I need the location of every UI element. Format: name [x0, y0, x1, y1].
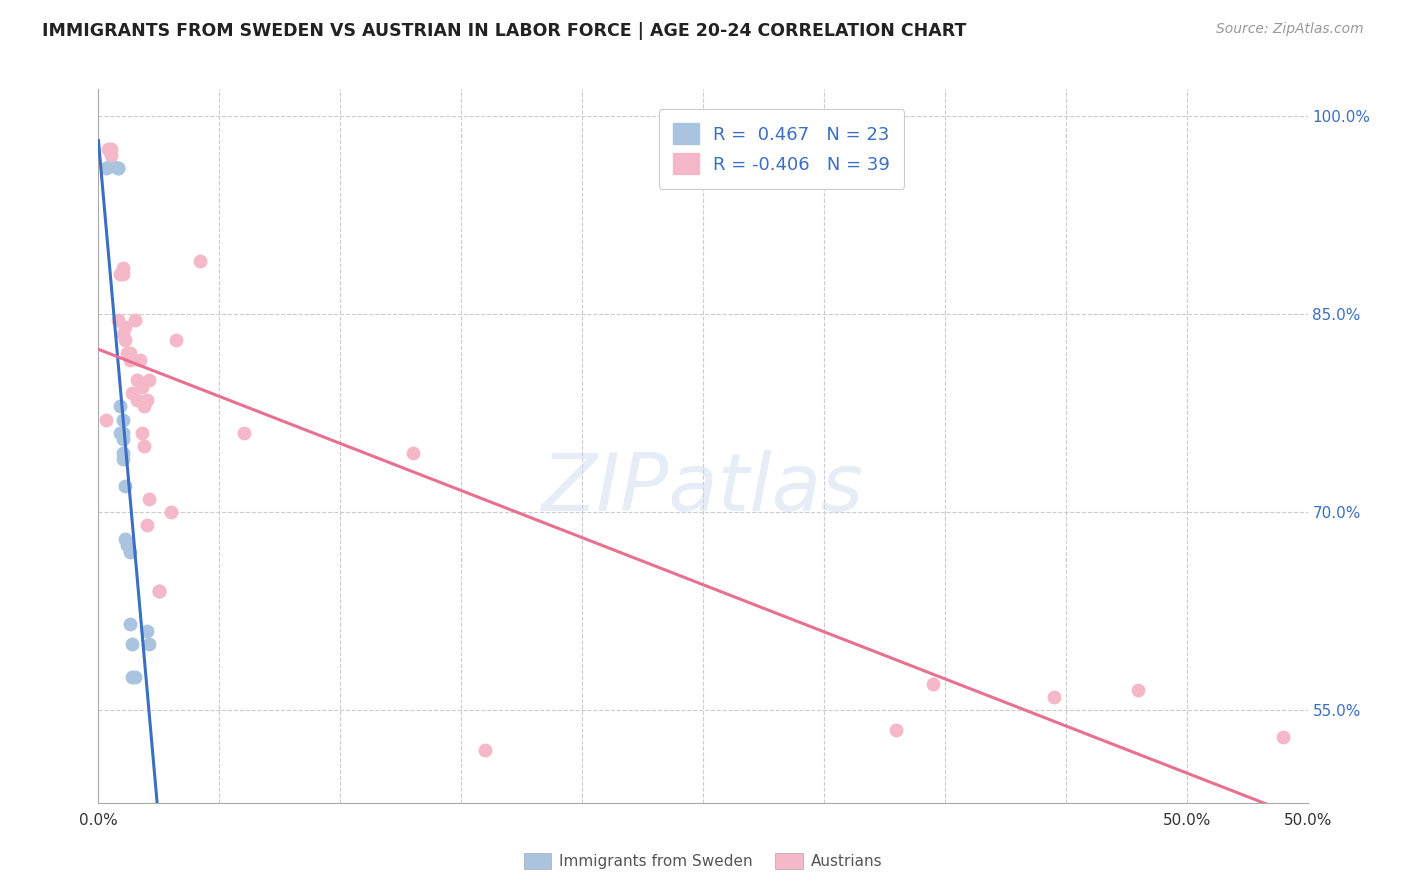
Point [111, 445, 134, 459]
Point [111, 425, 134, 440]
Point [160, 505, 183, 519]
Point [111, 412, 134, 426]
Point [118, 346, 141, 360]
Point [886, 723, 908, 738]
Point [108, 425, 131, 440]
Point [188, 254, 211, 268]
Point [128, 353, 150, 368]
Point [124, 670, 146, 684]
Point [134, 400, 156, 414]
Point [107, 161, 129, 176]
Point [114, 333, 136, 347]
Point [100, 142, 122, 156]
Point [148, 584, 170, 599]
Point [138, 491, 160, 506]
Point [127, 392, 149, 407]
Point [131, 425, 153, 440]
Point [114, 478, 136, 492]
Point [117, 346, 139, 360]
Legend: Immigrants from Sweden, Austrians: Immigrants from Sweden, Austrians [517, 847, 889, 875]
Point [111, 326, 134, 341]
Point [921, 677, 943, 691]
Text: Source: ZipAtlas.com: Source: ZipAtlas.com [1216, 22, 1364, 37]
Point [127, 373, 149, 387]
Point [94, 412, 117, 426]
Point [100, 159, 122, 173]
Point [114, 532, 136, 546]
Point [135, 392, 157, 407]
Point [124, 313, 146, 327]
Point [100, 148, 122, 162]
Point [118, 353, 141, 368]
Point [117, 538, 139, 552]
Point [100, 157, 122, 171]
Point [107, 313, 129, 327]
Text: ZIPatlas: ZIPatlas [541, 450, 865, 528]
Point [111, 452, 134, 467]
Point [1042, 690, 1064, 704]
Point [474, 743, 496, 757]
Point [111, 260, 134, 275]
Point [134, 439, 156, 453]
Point [1272, 730, 1295, 744]
Point [402, 445, 425, 459]
Point [111, 433, 134, 447]
Point [94, 161, 117, 176]
Point [1128, 683, 1150, 698]
Point [111, 267, 134, 281]
Point [131, 379, 153, 393]
Legend: R =  0.467   N = 23, R = -0.406   N = 39: R = 0.467 N = 23, R = -0.406 N = 39 [659, 109, 904, 188]
Point [108, 267, 131, 281]
Point [138, 637, 160, 651]
Point [118, 545, 141, 559]
Point [148, 584, 170, 599]
Point [108, 400, 131, 414]
Point [135, 624, 157, 638]
Point [114, 320, 136, 334]
Point [165, 333, 187, 347]
Point [97, 142, 120, 156]
Point [135, 518, 157, 533]
Point [121, 386, 143, 401]
Text: IMMIGRANTS FROM SWEDEN VS AUSTRIAN IN LABOR FORCE | AGE 20-24 CORRELATION CHART: IMMIGRANTS FROM SWEDEN VS AUSTRIAN IN LA… [42, 22, 966, 40]
Point [232, 425, 254, 440]
Point [138, 373, 160, 387]
Point [118, 617, 141, 632]
Point [121, 637, 143, 651]
Point [107, 161, 129, 176]
Point [121, 670, 143, 684]
